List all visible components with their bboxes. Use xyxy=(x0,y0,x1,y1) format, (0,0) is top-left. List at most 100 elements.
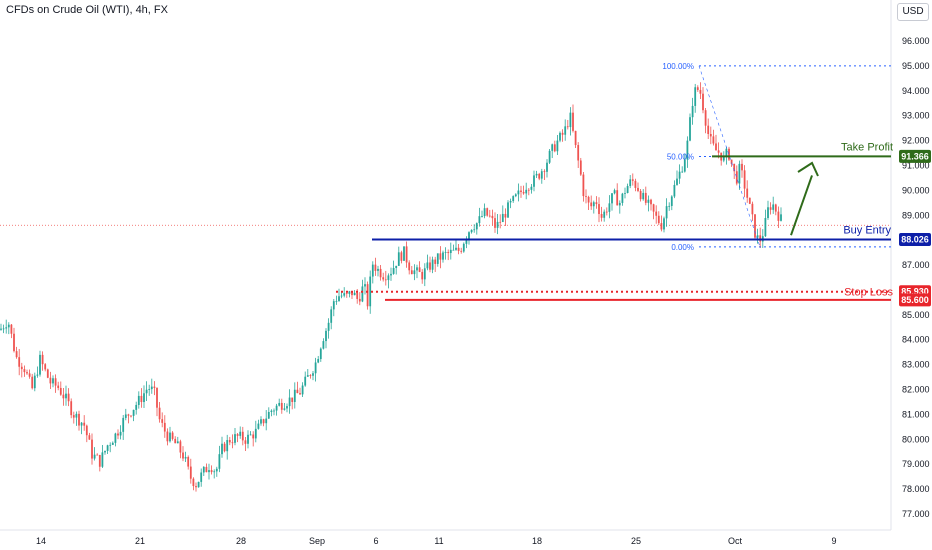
candle-body xyxy=(400,252,403,261)
candle-body xyxy=(725,148,728,157)
candle-body xyxy=(353,292,356,296)
candle-body xyxy=(228,440,231,443)
candle-body xyxy=(67,393,70,402)
y-tick-label: 83.000 xyxy=(902,360,930,370)
candle-body xyxy=(72,415,75,418)
candle-body xyxy=(335,300,338,302)
candle-body xyxy=(743,170,746,189)
candle-body xyxy=(332,301,335,310)
candle-body xyxy=(608,203,611,212)
y-tick-label: 92.000 xyxy=(902,136,930,146)
candle-body xyxy=(148,389,151,390)
candle-body xyxy=(98,454,101,467)
candle-body xyxy=(572,112,574,131)
y-tick-label: 84.000 xyxy=(902,335,930,345)
candle-body xyxy=(556,140,559,152)
candle-body xyxy=(676,178,678,185)
candle-body xyxy=(647,199,650,203)
candle-body xyxy=(13,333,15,352)
y-tick-label: 94.000 xyxy=(902,86,930,96)
candle-body xyxy=(452,249,455,251)
candle-body xyxy=(130,415,132,417)
candle-body xyxy=(704,110,707,126)
candle-body xyxy=(626,186,629,193)
currency-button[interactable]: USD xyxy=(897,3,929,21)
candle-body xyxy=(106,445,109,451)
candle-body xyxy=(265,418,268,424)
y-tick-label: 87.000 xyxy=(902,260,930,270)
candle-body xyxy=(429,262,431,270)
candle-body xyxy=(195,486,197,488)
candle-body xyxy=(501,213,504,223)
candle-body xyxy=(41,354,44,365)
candle-body xyxy=(663,218,665,230)
candle-body xyxy=(756,235,759,238)
candle-body xyxy=(356,292,359,299)
candle-body xyxy=(135,404,138,410)
candle-body xyxy=(304,376,307,386)
candle-body xyxy=(624,192,626,194)
candle-body xyxy=(694,87,697,106)
candle-body xyxy=(91,439,93,459)
candle-body xyxy=(377,268,379,271)
candle-body xyxy=(486,208,489,216)
candle-body xyxy=(488,215,491,217)
candle-body xyxy=(338,296,340,301)
candle-body xyxy=(343,293,346,296)
candle-body xyxy=(457,247,460,251)
candle-body xyxy=(171,432,174,439)
candle-body xyxy=(202,466,205,473)
candle-body xyxy=(423,268,426,280)
candle-body xyxy=(494,218,496,228)
candle-body xyxy=(153,386,156,388)
candle-body xyxy=(717,150,720,153)
candle-body xyxy=(137,395,140,405)
candle-body xyxy=(15,351,18,358)
candle-body xyxy=(655,211,658,216)
candle-body xyxy=(566,126,569,128)
candle-body xyxy=(192,478,195,487)
projection-arrow xyxy=(790,175,813,236)
candle-body xyxy=(26,372,28,374)
candle-body xyxy=(348,291,351,294)
candle-body xyxy=(592,202,595,207)
candle-body xyxy=(145,389,148,394)
candle-body xyxy=(514,194,517,197)
candle-body xyxy=(210,470,213,473)
candle-body xyxy=(330,309,333,323)
take-profit-label: Take Profit xyxy=(841,141,893,153)
x-tick-label: Oct xyxy=(728,536,743,546)
y-tick-label: 82.000 xyxy=(902,385,930,395)
candle-body xyxy=(748,197,751,204)
candle-body xyxy=(327,322,330,331)
candle-body xyxy=(28,373,31,377)
candle-body xyxy=(598,204,600,215)
projection-arrow-head xyxy=(797,161,819,177)
candle-body xyxy=(499,221,502,223)
candle-body xyxy=(325,330,327,342)
y-tick-label: 77.000 xyxy=(902,509,930,519)
candle-body xyxy=(759,235,762,242)
candle-body xyxy=(738,163,741,184)
candle-body xyxy=(44,364,47,370)
stop-line-2-badge xyxy=(899,293,931,307)
candle-body xyxy=(436,253,439,264)
candle-body xyxy=(247,434,249,444)
candle-body xyxy=(574,130,577,146)
candle-body xyxy=(119,431,122,436)
candle-body xyxy=(530,186,533,190)
candle-body xyxy=(507,202,509,218)
candle-body xyxy=(603,211,606,218)
candle-body xyxy=(296,389,299,394)
candle-body xyxy=(340,295,343,297)
candle-body xyxy=(449,249,452,254)
candle-body xyxy=(205,466,208,473)
candle-body xyxy=(101,452,104,467)
candle-body xyxy=(559,132,561,141)
candle-body xyxy=(122,417,125,432)
y-tick-label: 85.000 xyxy=(902,310,930,320)
candle-body xyxy=(639,190,642,200)
candle-body xyxy=(681,171,684,173)
